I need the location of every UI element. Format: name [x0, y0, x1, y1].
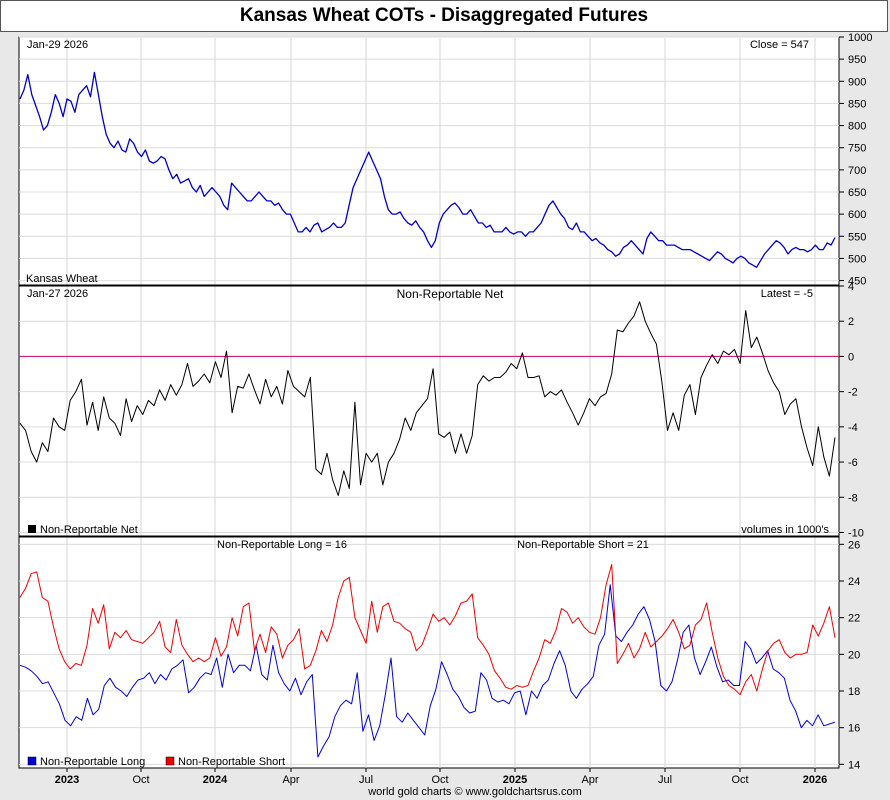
y-tick-label: 750: [848, 143, 866, 155]
net-latest-readout: Latest = -5: [761, 288, 813, 300]
y-tick-label: 20: [848, 649, 860, 661]
y-tick-label: 450: [848, 276, 866, 288]
price-date-label: Jan-29 2026: [27, 39, 88, 51]
x-tick-label: Oct: [132, 774, 149, 786]
long-legend-label: Non-Reportable Long: [40, 756, 145, 768]
chart-title: Kansas Wheat COTs - Disaggregated Future…: [239, 5, 649, 26]
x-tick-label: Jul: [359, 774, 373, 786]
y-tick-label: 700: [848, 165, 866, 177]
y-tick-label: 550: [848, 231, 866, 243]
x-tick-label: Apr: [282, 774, 299, 786]
short-legend-swatch: [165, 756, 175, 766]
x-tick-label: 2026: [803, 774, 827, 786]
price-line: [19, 71, 836, 268]
y-tick-label: -10: [848, 527, 864, 539]
x-tick-label: 2023: [55, 774, 79, 786]
net-panel-title: Non-Reportable Net: [397, 287, 504, 301]
y-tick-label: -4: [848, 422, 858, 434]
net-date-label: Jan-27 2026: [27, 288, 88, 300]
y-tick-label: 650: [848, 187, 866, 199]
y-tick-label: 4: [848, 281, 854, 293]
y-tick-label: 1000: [848, 32, 872, 44]
x-tick-label: 2025: [503, 774, 527, 786]
plot-frame: [18, 36, 840, 769]
y-tick-label: 24: [848, 576, 860, 588]
footer-credit: world gold charts © www.goldchartsrus.co…: [367, 786, 582, 798]
short-legend-label: Non-Reportable Short: [178, 756, 285, 768]
price-series-label: Kansas Wheat: [26, 273, 98, 285]
x-tick-label: 2024: [203, 774, 228, 786]
y-tick-label: 0: [848, 351, 854, 363]
y-tick-label: 600: [848, 209, 866, 221]
x-tick-label: Oct: [431, 774, 448, 786]
price-close-readout: Close = 547: [750, 39, 809, 51]
y-tick-label: -2: [848, 387, 858, 399]
net-legend-label: Non-Reportable Net: [40, 524, 138, 536]
y-tick-label: 14: [848, 759, 860, 771]
short-readout: Non-Reportable Short = 21: [517, 539, 649, 551]
y-tick-label: 850: [848, 98, 866, 110]
long-legend-swatch: [27, 756, 37, 766]
x-tick-label: Jul: [658, 774, 672, 786]
net-line: [19, 301, 836, 496]
y-tick-label: 900: [848, 76, 866, 88]
y-tick-label: 18: [848, 686, 860, 698]
y-tick-label: 500: [848, 253, 866, 265]
short-line: [19, 564, 836, 696]
chart-title-bar: Kansas Wheat COTs - Disaggregated Future…: [0, 0, 888, 32]
grid-lines: [19, 36, 839, 768]
long-readout: Non-Reportable Long = 16: [217, 539, 347, 551]
y-axis-ticks: 1000950900850800750700650600550500450420…: [839, 32, 872, 771]
y-tick-label: 2: [848, 316, 854, 328]
y-tick-label: 16: [848, 723, 860, 735]
y-tick-label: 950: [848, 54, 866, 66]
x-tick-label: Apr: [581, 774, 598, 786]
volumes-note: volumes in 1000's: [741, 524, 829, 536]
net-legend-swatch: [28, 525, 36, 533]
x-tick-label: Oct: [731, 774, 748, 786]
y-tick-label: 26: [848, 539, 860, 551]
y-tick-label: -8: [848, 492, 858, 504]
y-tick-label: 800: [848, 121, 866, 133]
x-axis-ticks: 2023 Oct 2024 Apr Jul Oct 2025 Apr Jul Oct 2026: [55, 768, 827, 786]
y-tick-label: 22: [848, 613, 860, 625]
y-tick-label: -6: [848, 457, 858, 469]
long-line: [19, 584, 836, 758]
data-series: [19, 71, 839, 758]
